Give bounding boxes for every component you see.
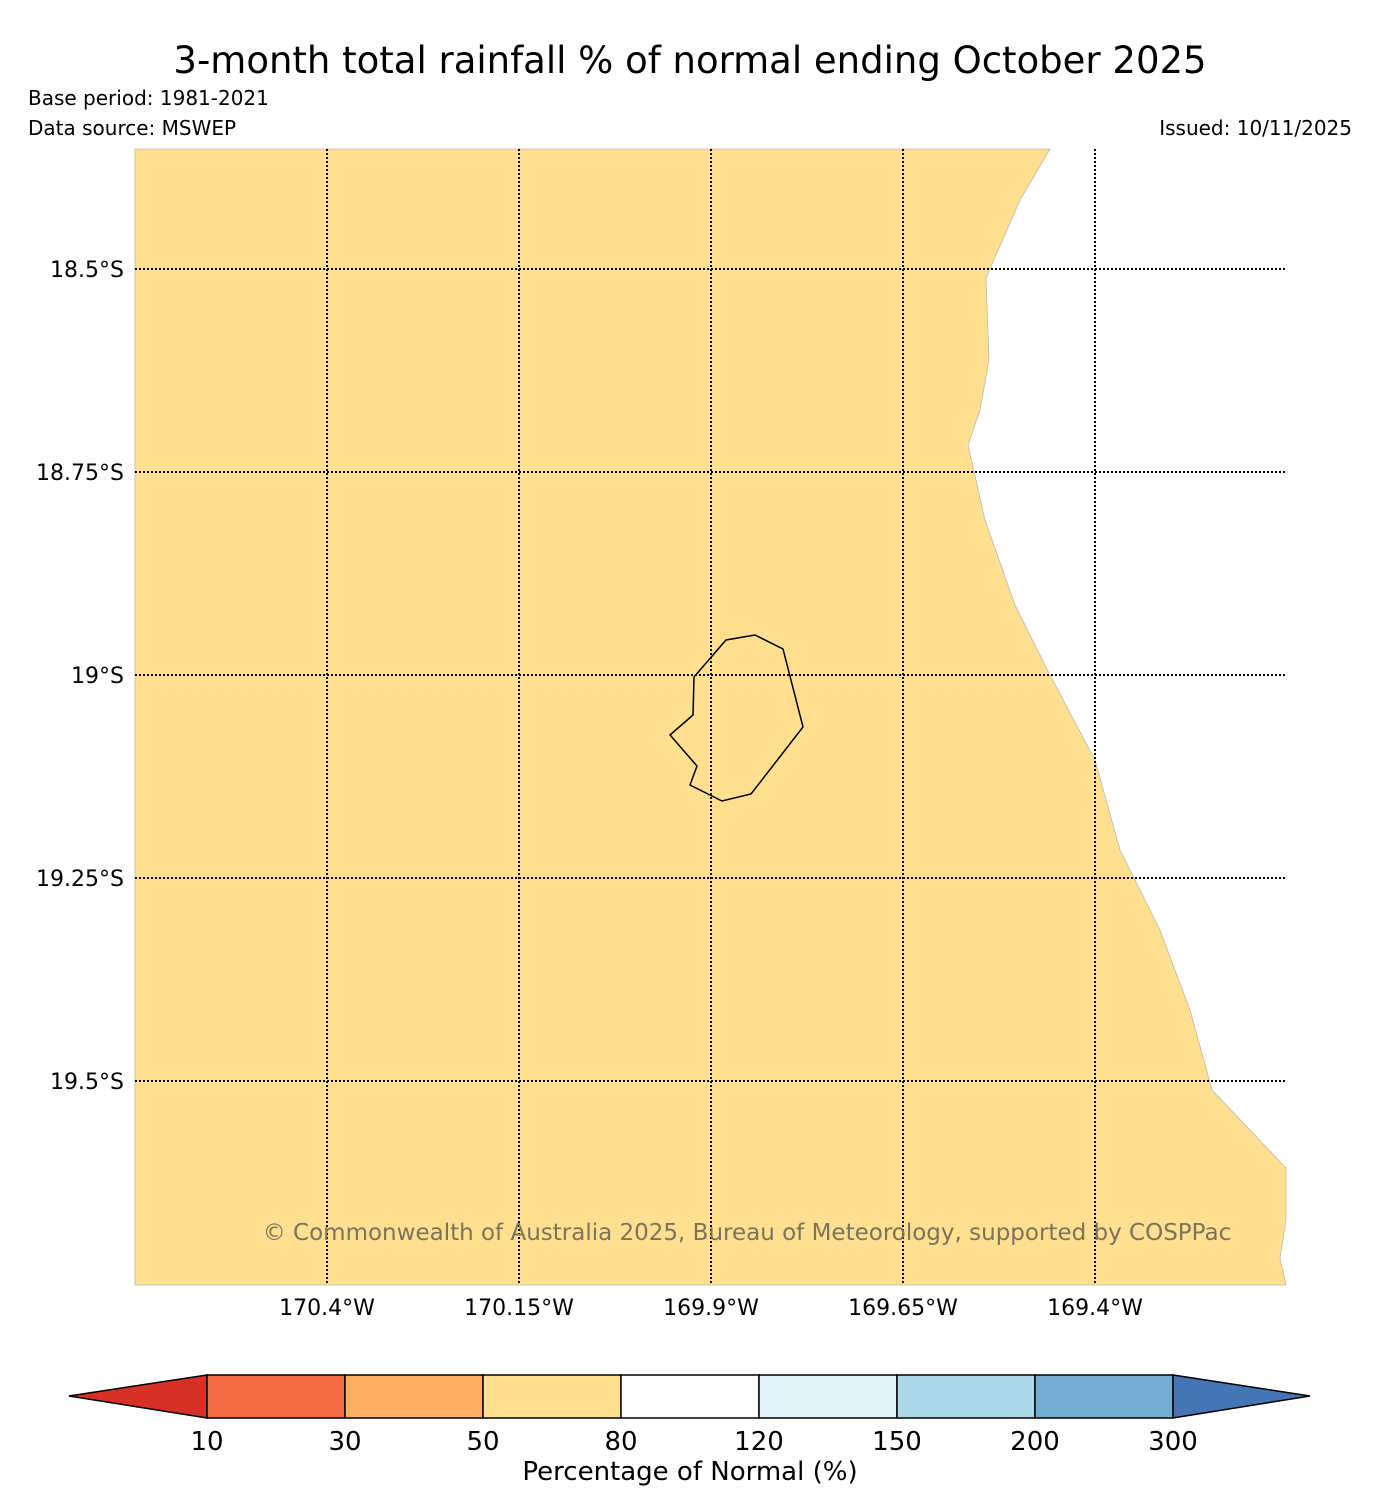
colorbar-segment [482,1374,622,1419]
colorbar-tick-label: 300 [1148,1427,1198,1457]
island-outline [668,634,804,802]
colorbar-tick-label: 200 [1010,1427,1060,1457]
colorbar-extend-low [68,1374,208,1419]
colorbar-extend-high [1172,1374,1311,1419]
colorbar-segment [896,1374,1036,1419]
data-source-label: Data source: MSWEP [28,116,237,140]
latitude-label: 18.5°S [50,258,124,283]
colorbar-ticks: 10 30 50 80 120 150 200 300 [190,1427,1197,1457]
longitude-label: 169.4°W [1047,1296,1143,1321]
colorbar-segment [1034,1374,1174,1419]
graticule [135,149,1286,1285]
colorbar-tick-label: 10 [190,1427,223,1457]
colorbar [68,1374,1311,1419]
latitude-label: 18.75°S [36,461,124,486]
longitude-label: 170.15°W [464,1296,574,1321]
base-period-label: Base period: 1981-2021 [28,86,269,110]
latitude-label: 19.5°S [50,1070,124,1095]
colorbar-segment [758,1374,898,1419]
latitude-label: 19.25°S [36,867,124,892]
colorbar-tick-label: 150 [872,1427,922,1457]
colorbar-segment [620,1374,760,1419]
longitude-label: 169.65°W [848,1296,958,1321]
latitude-label: 19°S [71,664,124,689]
colorbar-segment [344,1374,484,1419]
page-title: 3-month total rainfall % of normal endin… [173,39,1207,82]
colorbar-tick-label: 120 [734,1427,784,1457]
colorbar-segment [206,1374,346,1419]
copyright-notice: © Commonwealth of Australia 2025, Bureau… [263,1220,1232,1246]
colorbar-title: Percentage of Normal (%) [522,1457,857,1487]
longitude-label: 170.4°W [279,1296,375,1321]
colorbar-tick-label: 50 [466,1427,499,1457]
map-panel: 18.5°S 18.75°S 19°S 19.25°S 19.5°S 170.4… [36,148,1287,1321]
colorbar-tick-label: 30 [328,1427,361,1457]
longitude-label: 169.9°W [663,1296,759,1321]
colorbar-tick-label: 80 [604,1427,637,1457]
issued-date-label: Issued: 10/11/2025 [1159,116,1352,140]
